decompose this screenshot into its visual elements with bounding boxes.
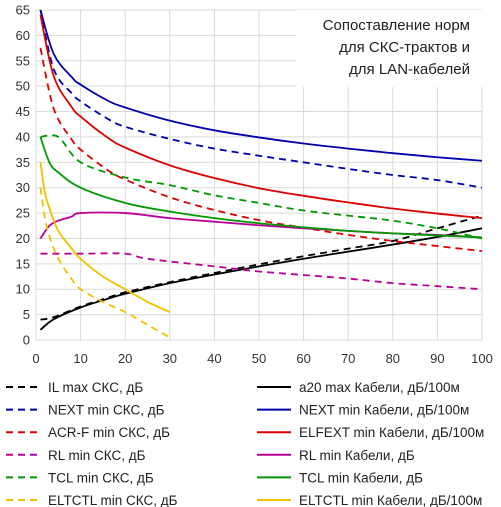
series-line-12	[39, 162, 171, 313]
legend-label-4: NEXT min Кабели, дБ/100м	[299, 403, 469, 418]
series-line-4	[39, 9, 482, 162]
x-tick-label: 80	[386, 351, 400, 366]
y-tick-label: 0	[23, 333, 30, 348]
chart-title: Сопоставление норм для СКС-трактов и для L…	[323, 17, 470, 78]
y-tick-label: 25	[16, 206, 30, 221]
y-tick-label: 45	[16, 104, 30, 119]
y-tick-label: 40	[16, 129, 30, 144]
series-line-11	[39, 187, 171, 339]
legend-label-8: RL min Кабели, дБ	[299, 448, 415, 463]
x-tick-label: 100	[471, 351, 493, 366]
axis-ticks: 0 5 10 15 20 25 30 35 40 45 50 55 60 65 0 10 20 30 40 50 60 7…	[16, 3, 493, 367]
legend-label-10: TCL min Кабели, дБ	[299, 470, 423, 485]
y-tick-label: 35	[16, 155, 30, 170]
title-line-2: для СКС-трактов и	[339, 39, 470, 56]
x-tick-label: 40	[207, 351, 221, 366]
y-tick-label: 65	[16, 3, 30, 18]
x-tick-label: 20	[118, 351, 132, 366]
legend-label-11: ELTCTL min СКС, дБ	[48, 493, 178, 507]
legend-label-5: ACR-F min СКС, дБ	[48, 425, 170, 440]
legend-label-7: RL min СКС, дБ	[48, 448, 146, 463]
y-tick-label: 15	[16, 256, 30, 271]
legend-label-2: a20 max Кабели, дБ/100м	[299, 380, 460, 395]
y-tick-label: 55	[16, 53, 30, 68]
y-tick-label: 30	[16, 180, 30, 195]
series-line-10	[39, 136, 482, 239]
y-tick-label: 10	[16, 282, 30, 297]
x-tick-label: 0	[32, 351, 39, 366]
y-tick-label: 5	[23, 307, 30, 322]
legend-label-12: ELTCTL min Кабели, дБ/100м	[299, 493, 482, 507]
legend: IL max СКС, дБ a20 max Кабели, дБ/100м NEX…	[6, 380, 484, 507]
title-box	[296, 10, 486, 87]
series-line-6	[39, 14, 482, 220]
series-line-5	[39, 47, 482, 253]
x-tick-label: 70	[341, 351, 355, 366]
legend-label-3: NEXT min СКС, дБ	[48, 403, 165, 418]
x-tick-label: 30	[163, 351, 177, 366]
series-line-9	[40, 134, 482, 240]
title-line-1: Сопоставление норм	[323, 17, 470, 34]
title-line-3: для LAN-кабелей	[349, 61, 470, 78]
x-tick-label: 50	[252, 351, 266, 366]
series-line-1	[40, 214, 482, 321]
series-line-7	[40, 252, 482, 291]
x-tick-label: 10	[73, 351, 87, 366]
series-lines	[39, 9, 482, 339]
series-line-3	[39, 9, 482, 189]
series-line-2	[39, 227, 482, 331]
x-tick-label: 60	[296, 351, 310, 366]
y-tick-label: 50	[16, 79, 30, 94]
legend-label-6: ELFEXT min Кабели, дБ/100м	[299, 425, 484, 440]
legend-label-9: TCL min СКС, дБ	[48, 470, 154, 485]
legend-label-1: IL max СКС, дБ	[48, 380, 143, 395]
x-tick-label: 90	[430, 351, 444, 366]
y-tick-label: 60	[16, 28, 30, 43]
y-tick-label: 20	[16, 231, 30, 246]
